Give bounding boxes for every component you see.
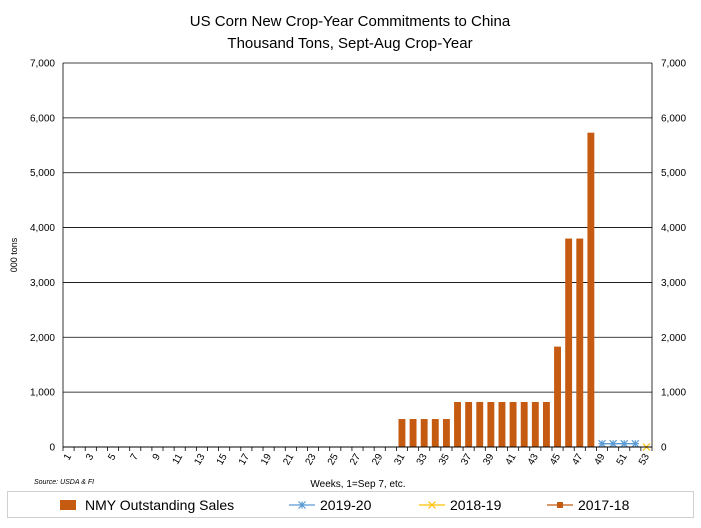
x-tick-label: 9 (151, 452, 164, 463)
bar (465, 402, 473, 447)
bar (565, 238, 573, 447)
x-tick-label: 1 (62, 452, 75, 463)
bar (442, 419, 450, 447)
y-tick-label-left: 4,000 (30, 223, 55, 234)
bar (531, 402, 539, 447)
chart-title: US Corn New Crop-Year Commitments to Chi… (190, 13, 511, 30)
x-tick-label: 11 (171, 452, 186, 467)
x-tick-label: 41 (504, 452, 519, 468)
x-tick-label: 53 (637, 452, 652, 468)
x-tick-label: 7 (129, 452, 142, 463)
grid-layer (63, 62, 652, 448)
x-tick-label: 35 (437, 452, 452, 468)
bar (554, 346, 561, 447)
x-tick-label: 45 (548, 452, 563, 468)
bar (520, 402, 528, 447)
y-tick-label-right: 5,000 (661, 168, 686, 179)
bar (487, 402, 495, 447)
x-tick-label: 49 (592, 452, 607, 468)
bar (509, 402, 517, 447)
legend-swatch-marker (298, 501, 306, 509)
source-note: Source: USDA & FI (34, 479, 94, 486)
x-tick-label: 51 (615, 452, 630, 468)
axis-layer: 0 0 1,000 1,000 2,000 2,000 3,000 3,000 4,000 4,0… (30, 59, 686, 468)
y-axis-label: 000 tons (9, 237, 19, 272)
y-tick-label-right: 1,000 (661, 388, 686, 399)
data-point (609, 439, 618, 448)
x-tick-label: 23 (304, 452, 319, 468)
x-axis-label: Weeks, 1=Sep 7, etc. (310, 479, 405, 490)
bar (420, 419, 428, 447)
x-tick-label: 27 (348, 452, 363, 468)
bar (431, 419, 439, 447)
x-tick-label: 13 (192, 452, 207, 468)
y-tick-label-right: 6,000 (661, 113, 686, 124)
x-tick-label: 25 (326, 452, 341, 468)
legend-frame (7, 491, 694, 518)
y-tick-label-left: 0 (49, 443, 55, 454)
x-tick-label: 17 (237, 452, 252, 468)
legend-label: 2019-20 (320, 497, 372, 513)
bar (398, 419, 406, 447)
x-tick-label: 3 (84, 452, 97, 463)
y-tick-label-left: 7,000 (30, 59, 55, 70)
bar (576, 238, 584, 447)
legend-swatch-marker (428, 501, 436, 509)
x-tick-label: 39 (481, 452, 496, 468)
x-tick-label: 15 (215, 452, 230, 468)
x-tick-label: 31 (392, 452, 407, 468)
y-tick-label-left: 5,000 (30, 168, 55, 179)
bars-layer (398, 132, 595, 447)
y-tick-label-left: 6,000 (30, 113, 55, 124)
bar (542, 402, 550, 447)
y-tick-label-right: 3,000 (661, 278, 686, 289)
bar (409, 419, 417, 447)
data-point (631, 439, 640, 448)
x-tick-label: 43 (526, 452, 541, 468)
bar (454, 402, 461, 447)
data-point (598, 439, 606, 448)
y-tick-label-left: 2,000 (30, 333, 55, 344)
legend-swatch-marker (557, 502, 563, 508)
legend-label: 2017-18 (578, 497, 630, 513)
legend-label: NMY Outstanding Sales (85, 497, 234, 513)
y-tick-label-right: 2,000 (661, 333, 686, 344)
chart-subtitle: Thousand Tons, Sept-Aug Crop-Year (227, 35, 472, 52)
x-tick-label: 47 (570, 452, 585, 468)
bar (587, 132, 595, 447)
x-tick-label: 29 (370, 452, 385, 468)
legend: NMY Outstanding Sales 2019-20 2018-19 2017-… (7, 491, 694, 518)
y-tick-label-left: 1,000 (30, 388, 55, 399)
legend-label: 2018-19 (450, 497, 502, 513)
x-tick-label: 21 (281, 452, 296, 468)
y-tick-label-right: 4,000 (661, 223, 686, 234)
x-tick-label: 19 (259, 452, 274, 468)
x-tick-label: 37 (459, 452, 474, 468)
y-tick-label-left: 3,000 (30, 278, 55, 289)
bar (498, 402, 506, 447)
markers-layer (598, 439, 651, 451)
data-point (620, 439, 629, 448)
y-tick-label-right: 0 (661, 443, 667, 454)
y-tick-label-right: 7,000 (661, 59, 686, 70)
x-tick-label: 5 (106, 452, 119, 463)
x-tick-label: 33 (415, 452, 430, 468)
legend-swatch-bar (60, 500, 76, 510)
bar (476, 402, 484, 447)
